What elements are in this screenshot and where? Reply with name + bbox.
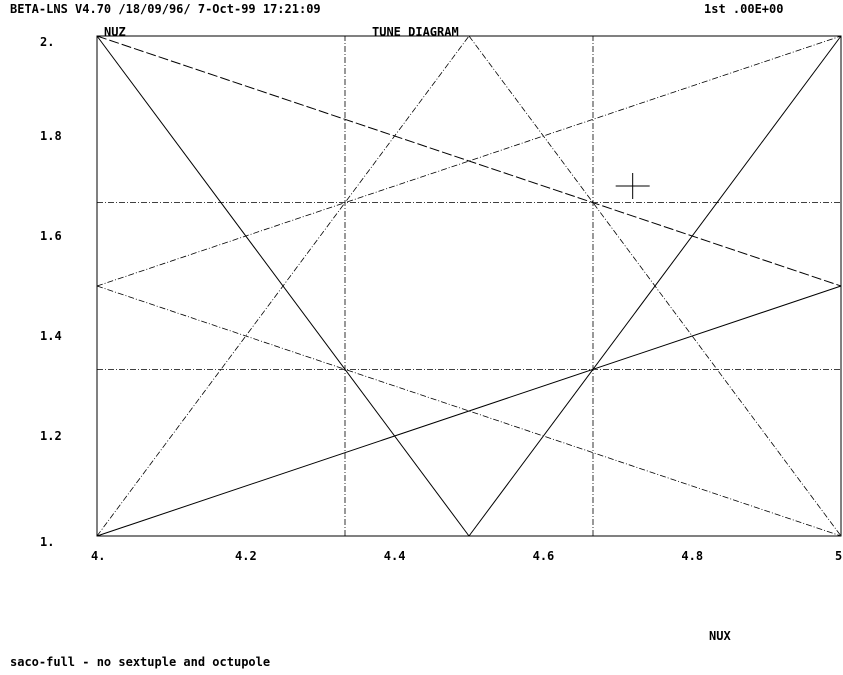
resonance-line-5 <box>96 35 470 537</box>
chart-title: TUNE DIAGRAM <box>372 25 459 39</box>
x-tick-label: 5 <box>835 549 842 563</box>
resonance-line-7 <box>96 35 842 287</box>
y-tick-label: 2. <box>40 35 54 49</box>
x-tick-label: 4.6 <box>533 549 555 563</box>
y-tick-label: 1. <box>40 535 54 549</box>
y-tick-label: 1.4 <box>40 329 62 343</box>
x-tick-label: 4. <box>91 549 105 563</box>
axis-tick-labels: 4. 4.2 4.4 4.6 4.8 5 1. 1.2 1.4 1.6 1.8 2. <box>40 35 842 563</box>
resonance-line-8 <box>96 285 842 537</box>
footer-caption: saco-full - no sextuple and octupole <box>10 655 270 669</box>
y-tick-label: 1.2 <box>40 429 62 443</box>
x-tick-label: 4.2 <box>235 549 257 563</box>
y-tick-label: 1.6 <box>40 229 62 243</box>
header-program-info: BETA-LNS V4.70 /18/09/96/ 7-Oct-99 17:21… <box>10 2 321 16</box>
x-axis-label: NUX <box>709 629 731 643</box>
x-tick-label: 4.8 <box>681 549 703 563</box>
resonance-line-6 <box>468 35 842 537</box>
resonance-line-4 <box>96 35 842 287</box>
header-status: 1st .00E+00 <box>704 2 783 16</box>
y-tick-label: 1.8 <box>40 129 62 143</box>
working-point-marker <box>615 173 650 199</box>
resonance-lines <box>96 35 842 537</box>
resonance-line-3 <box>96 285 842 537</box>
y-axis-label: NUZ <box>104 25 126 39</box>
x-tick-label: 4.4 <box>384 549 406 563</box>
plot-frame <box>96 35 842 537</box>
